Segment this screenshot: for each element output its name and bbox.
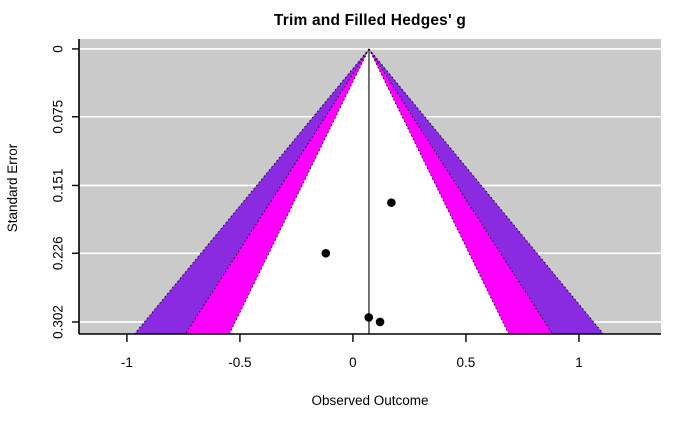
x-tick-label: -0.5 xyxy=(228,355,251,370)
contour-edge-95% xyxy=(228,48,370,335)
y-tick-label: 0.302 xyxy=(51,305,66,339)
contour-edge-99% xyxy=(368,48,553,335)
y-tick-label: 0 xyxy=(51,45,66,53)
contour-edge-99.9% xyxy=(368,48,604,335)
data-point xyxy=(364,313,374,322)
y-tick-label: 0.226 xyxy=(51,236,66,270)
x-tick-label: -1 xyxy=(121,355,133,370)
contour-edge-99.9% xyxy=(134,48,370,335)
x-tick-label: 0.5 xyxy=(457,355,476,370)
data-point xyxy=(321,248,331,258)
data-point xyxy=(387,198,396,207)
y-tick-label: 0.075 xyxy=(51,100,66,134)
contour-edge-99% xyxy=(185,48,370,335)
x-tick-label: 0 xyxy=(349,355,357,370)
x-axis-label: Observed Outcome xyxy=(311,393,429,408)
chart-title: Trim and Filled Hedges' g xyxy=(273,12,467,29)
y-axis-label: Standard Error xyxy=(5,143,20,233)
data-point xyxy=(375,317,385,327)
contour-edge-95% xyxy=(368,48,510,335)
y-tick-label: 0.151 xyxy=(51,169,66,203)
x-tick-label: 1 xyxy=(575,355,583,370)
